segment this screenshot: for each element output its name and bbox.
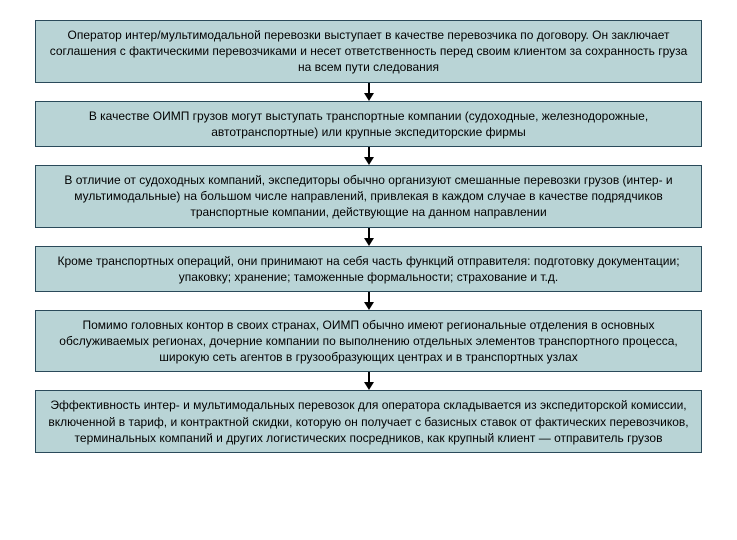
flow-node-3: В отличие от судоходных компаний, экспед… [35,165,702,228]
flowchart-container: Оператор интер/мультимодальной перевозки… [0,0,737,473]
flow-node-6: Эффективность интер- и мультимодальных п… [35,390,702,453]
flow-node-5: Помимо головных контор в своих странах, … [35,310,702,373]
flow-node-4: Кроме транспортных операций, они принима… [35,246,702,292]
arrow-icon [364,228,374,246]
arrow-icon [364,292,374,310]
flow-node-2: В качестве ОИМП грузов могут выступать т… [35,101,702,147]
arrow-icon [364,147,374,165]
flow-node-1: Оператор интер/мультимодальной перевозки… [35,20,702,83]
arrow-icon [364,372,374,390]
arrow-icon [364,83,374,101]
